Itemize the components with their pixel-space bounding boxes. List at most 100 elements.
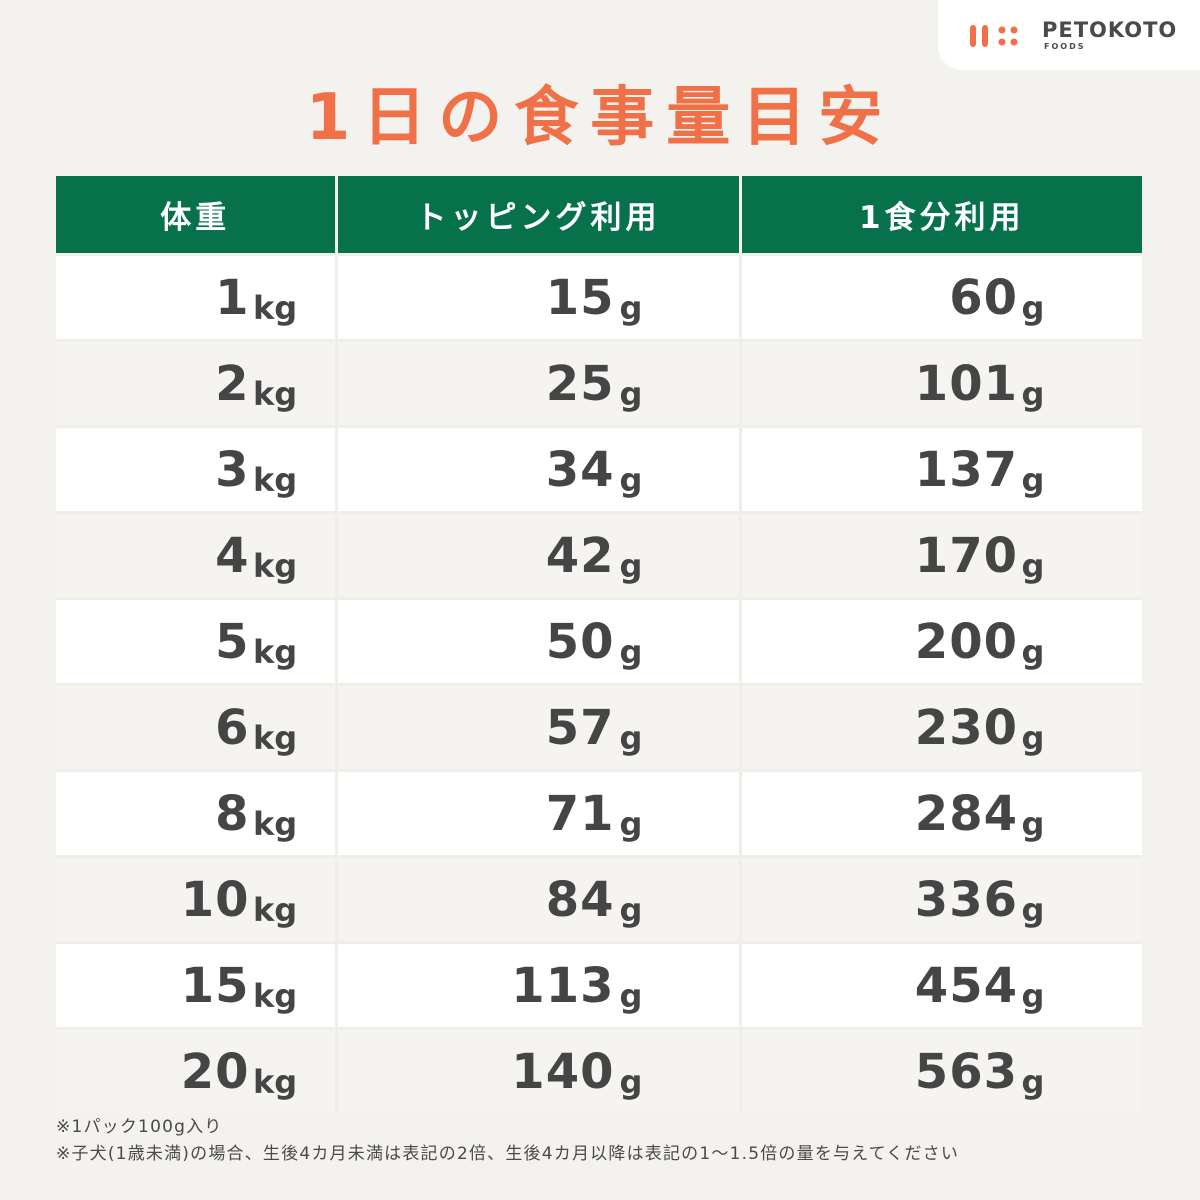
full-meal-amount-cell: 200 g (738, 597, 1142, 685)
topping-amount-value: 34 (545, 442, 615, 498)
weight-unit: kg (253, 719, 298, 757)
weight-unit: kg (253, 805, 298, 843)
weight-value: 10 (180, 872, 250, 928)
full-meal-amount-value: 60 (949, 270, 1018, 326)
topping-amount-cell: 113 g (334, 941, 740, 1029)
page-title: 1日の食事量目安 (305, 81, 895, 155)
topping-amount-cell: 15 g (334, 253, 740, 341)
topping-amount-unit: g (619, 633, 643, 671)
brand-name: PETOKOTO (1042, 18, 1178, 42)
weight-value: 3 (215, 442, 250, 498)
table-row: 8 kg 71 g 284 g (56, 769, 1142, 857)
topping-amount-cell: 50 g (334, 597, 740, 685)
table-row: 6 kg 57 g 230 g (56, 683, 1142, 771)
full-meal-amount-unit: g (1021, 375, 1045, 413)
topping-amount-value: 50 (545, 614, 615, 670)
feeding-table: 体重 トッピング利用 1食分利用 1 kg 15 g 60 g 2 kg 25 g 101 g 3 kg 3… (56, 176, 1142, 1113)
weight-cell: 10 kg (56, 855, 336, 943)
table-row: 5 kg 50 g 200 g (56, 597, 1142, 685)
topping-amount-cell: 71 g (334, 769, 740, 857)
weight-unit: kg (253, 375, 298, 413)
weight-unit: kg (253, 1063, 298, 1101)
topping-amount-unit: g (619, 375, 643, 413)
topping-amount-unit: g (619, 547, 643, 585)
full-meal-amount-value: 101 (914, 356, 1018, 412)
table-row: 1 kg 15 g 60 g (56, 253, 1142, 341)
topping-amount-unit: g (619, 461, 643, 499)
full-meal-amount-cell: 101 g (738, 339, 1142, 427)
brand-subname: FOODS (1044, 42, 1086, 51)
topping-amount-value: 71 (545, 786, 615, 842)
weight-unit: kg (253, 461, 298, 499)
topping-amount-cell: 140 g (334, 1027, 740, 1113)
topping-amount-cell: 57 g (334, 683, 740, 771)
full-meal-amount-cell: 137 g (738, 425, 1142, 513)
full-meal-amount-cell: 336 g (738, 855, 1142, 943)
weight-unit: kg (253, 633, 298, 671)
full-meal-amount-cell: 230 g (738, 683, 1142, 771)
topping-amount-value: 15 (545, 270, 615, 326)
weight-value: 1 (215, 270, 250, 326)
weight-value: 2 (215, 356, 250, 412)
weight-value: 15 (180, 958, 250, 1014)
full-meal-amount-unit: g (1021, 977, 1045, 1015)
topping-amount-value: 42 (545, 528, 615, 584)
weight-cell: 15 kg (56, 941, 336, 1029)
full-meal-amount-value: 563 (914, 1044, 1018, 1100)
full-meal-amount-value: 454 (914, 958, 1018, 1014)
topping-amount-unit: g (619, 289, 643, 327)
full-meal-amount-unit: g (1021, 547, 1045, 585)
weight-cell: 8 kg (56, 769, 336, 857)
weight-value: 5 (215, 614, 250, 670)
full-meal-amount-value: 336 (914, 872, 1018, 928)
weight-value: 20 (180, 1044, 250, 1100)
topping-amount-unit: g (619, 719, 643, 757)
topping-amount-value: 25 (545, 356, 615, 412)
table-row: 3 kg 34 g 137 g (56, 425, 1142, 513)
topping-amount-unit: g (619, 891, 643, 929)
table-row: 15 kg 113 g 454 g (56, 941, 1142, 1029)
weight-cell: 4 kg (56, 511, 336, 599)
header-topping: トッピング利用 (334, 176, 740, 255)
topping-amount-cell: 42 g (334, 511, 740, 599)
topping-amount-value: 84 (545, 872, 615, 928)
table-header-row: 体重 トッピング利用 1食分利用 (56, 176, 1142, 255)
full-meal-amount-value: 137 (914, 442, 1018, 498)
weight-cell: 2 kg (56, 339, 336, 427)
topping-amount-cell: 84 g (334, 855, 740, 943)
table-body: 1 kg 15 g 60 g 2 kg 25 g 101 g 3 kg 34 g 137 g 4 kg 42 g 170 g 5… (56, 253, 1142, 1113)
weight-cell: 3 kg (56, 425, 336, 513)
topping-amount-value: 113 (511, 958, 615, 1014)
weight-unit: kg (253, 977, 298, 1015)
weight-cell: 6 kg (56, 683, 336, 771)
footnote-puppy: ※子犬(1歳未満)の場合、生後4カ月未満は表記の2倍、生後4カ月以降は表記の1～… (56, 1144, 960, 1164)
topping-amount-unit: g (619, 805, 643, 843)
table-row: 10 kg 84 g 336 g (56, 855, 1142, 943)
footnotes: ※1パック100g入り ※子犬(1歳未満)の場合、生後4カ月未満は表記の2倍、生… (56, 1114, 959, 1168)
full-meal-amount-cell: 563 g (738, 1027, 1142, 1113)
weight-value: 8 (215, 786, 250, 842)
full-meal-amount-unit: g (1021, 891, 1045, 929)
full-meal-amount-unit: g (1021, 633, 1045, 671)
table-row: 2 kg 25 g 101 g (56, 339, 1142, 427)
full-meal-amount-cell: 284 g (738, 769, 1142, 857)
weight-value: 4 (215, 528, 250, 584)
full-meal-amount-unit: g (1021, 1063, 1045, 1101)
full-meal-amount-cell: 60 g (738, 253, 1142, 341)
header-weight: 体重 (56, 176, 336, 255)
footnote-pack-size: ※1パック100g入り (56, 1117, 223, 1137)
weight-cell: 20 kg (56, 1027, 336, 1113)
topping-amount-unit: g (619, 977, 643, 1015)
topping-amount-value: 57 (545, 700, 615, 756)
weight-cell: 1 kg (56, 253, 336, 341)
weight-cell: 5 kg (56, 597, 336, 685)
full-meal-amount-value: 200 (914, 614, 1018, 670)
topping-amount-cell: 34 g (334, 425, 740, 513)
full-meal-amount-cell: 170 g (738, 511, 1142, 599)
full-meal-amount-value: 284 (914, 786, 1018, 842)
full-meal-amount-unit: g (1021, 805, 1045, 843)
header-full-meal: 1食分利用 (738, 176, 1142, 255)
weight-value: 6 (215, 700, 250, 756)
table-row: 20 kg 140 g 563 g (56, 1027, 1142, 1113)
table-row: 4 kg 42 g 170 g (56, 511, 1142, 599)
